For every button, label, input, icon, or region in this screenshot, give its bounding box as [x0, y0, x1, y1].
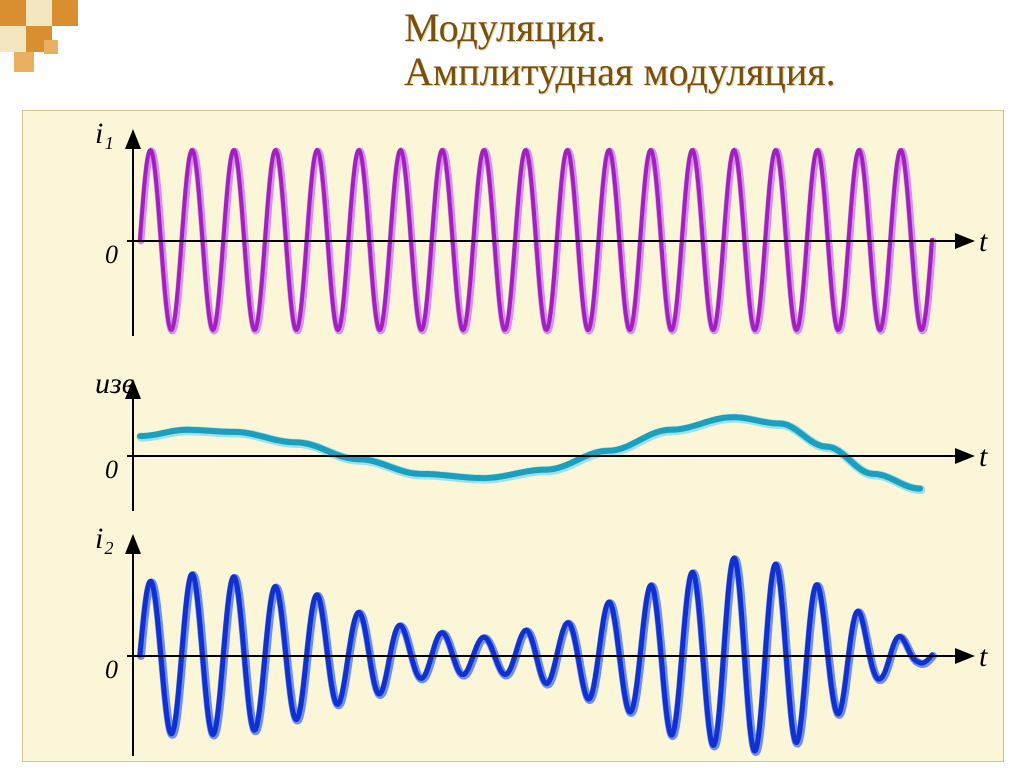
svg-text:i₁: i₁	[95, 117, 114, 150]
title-line-2: Амплитудная модуляция.	[404, 50, 1024, 94]
svg-text:0: 0	[105, 455, 118, 484]
chart-area: i₁ t 0 uзв t 0 i₂ t 0	[22, 110, 1004, 762]
svg-text:t: t	[979, 440, 988, 473]
svg-text:t: t	[979, 225, 988, 258]
svg-text:i₂: i₂	[95, 522, 114, 555]
svg-text:0: 0	[105, 655, 118, 684]
slide: Модуляция. Амплитудная модуляция. i₁ t 0 uз…	[0, 0, 1024, 768]
svg-text:uзв: uзв	[95, 367, 135, 400]
title-block: Модуляция. Амплитудная модуляция.	[404, 6, 1024, 94]
corner-decoration	[0, 0, 100, 100]
title-line-1: Модуляция.	[404, 6, 1024, 50]
chart-svg: i₁ t 0 uзв t 0 i₂ t 0	[23, 111, 1003, 761]
svg-text:0: 0	[105, 240, 118, 269]
svg-text:t: t	[979, 640, 988, 673]
